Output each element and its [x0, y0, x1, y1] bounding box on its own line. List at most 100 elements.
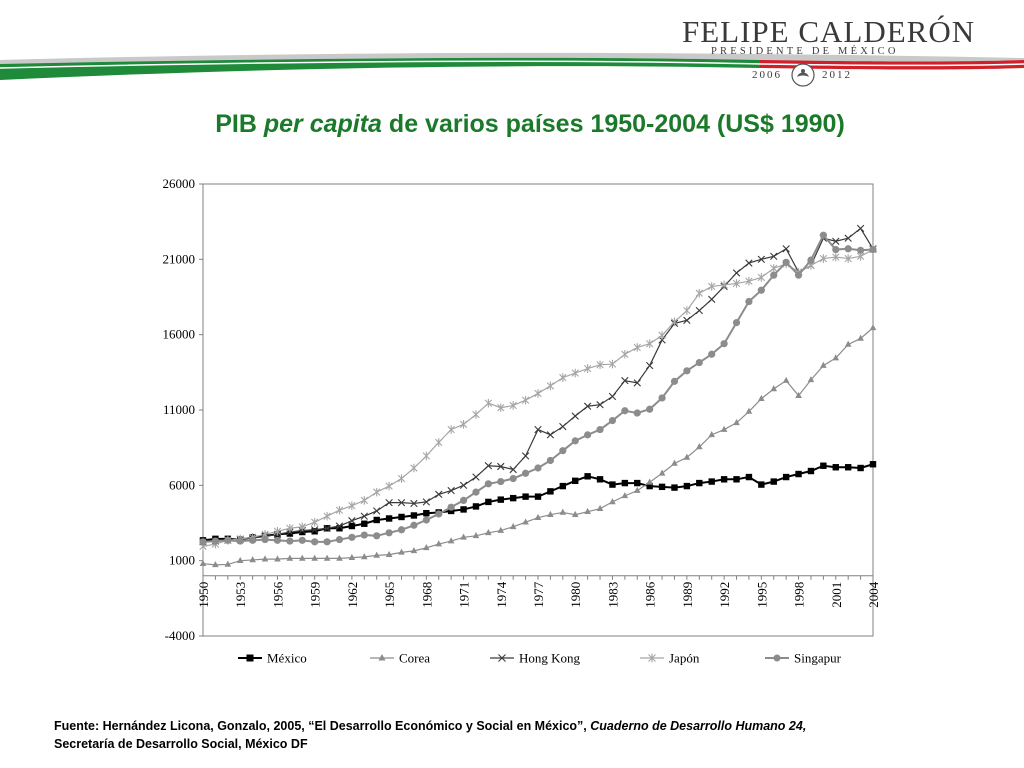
data-point-singapur [856, 246, 865, 254]
data-point-mexico [522, 493, 529, 500]
data-point-hong-kong [472, 473, 480, 481]
data-point-mexico [596, 476, 604, 483]
data-point-hong-kong [633, 379, 641, 387]
page-title: PIB per capita de varios países 1950-200… [0, 110, 1024, 139]
x-tick-label: 1956 [270, 581, 285, 608]
data-point-corea [869, 324, 877, 331]
data-point-corea [745, 407, 753, 414]
data-point-singapur [521, 469, 530, 477]
data-point-japon [645, 339, 654, 349]
x-tick-label: 1971 [457, 582, 472, 608]
data-point-corea [621, 492, 629, 499]
data-point-hong-kong [422, 498, 431, 506]
data-point-singapur [472, 488, 480, 496]
data-point-singapur [683, 367, 691, 375]
x-tick-label: 1977 [531, 581, 546, 608]
data-point-hong-kong [621, 376, 629, 385]
data-point-japon [670, 317, 679, 327]
data-point-japon [658, 331, 666, 340]
source-line2: Secretaría de Desarrollo Social, México … [54, 737, 308, 751]
data-point-singapur [273, 536, 282, 544]
data-point-hong-kong [360, 512, 368, 520]
data-point-hong-kong [596, 401, 604, 409]
data-point-mexico [559, 482, 567, 490]
data-point-mexico [534, 493, 542, 500]
data-point-mexico [671, 484, 678, 491]
legend-marker-japon [648, 653, 656, 663]
data-point-japon [819, 254, 828, 263]
data-point-mexico [745, 473, 753, 481]
data-point-singapur [794, 271, 803, 279]
data-point-japon [571, 368, 579, 378]
data-point-japon [583, 364, 592, 373]
data-point-japon [844, 254, 852, 263]
data-point-japon [385, 481, 393, 491]
data-point-singapur [410, 521, 418, 529]
data-point-japon [360, 496, 368, 505]
data-point-japon [298, 522, 306, 532]
data-point-corea [584, 507, 591, 514]
plot-frame [202, 183, 874, 637]
title-prefix: PIB [215, 110, 257, 138]
data-point-mexico [683, 482, 691, 490]
white-gap-line [0, 60, 1024, 69]
data-point-corea [559, 508, 567, 515]
data-point-singapur [484, 480, 492, 488]
data-point-singapur [720, 340, 728, 348]
data-point-hong-kong [397, 498, 406, 507]
data-point-singapur [385, 529, 393, 537]
legend-marker-hong-kong [498, 654, 506, 662]
data-point-mexico [299, 528, 306, 536]
data-point-hong-kong [844, 234, 852, 242]
data-point-corea [820, 361, 827, 368]
data-point-japon [732, 279, 741, 288]
data-point-singapur [869, 245, 877, 254]
data-point-japon [323, 511, 331, 521]
data-point-mexico [485, 498, 492, 506]
data-point-corea [460, 533, 467, 540]
data-point-singapur [373, 532, 381, 540]
data-point-corea [646, 478, 653, 485]
data-point-singapur [596, 425, 604, 434]
data-point-japon [559, 373, 567, 382]
data-point-singapur [311, 538, 319, 546]
data-point-singapur [832, 245, 840, 254]
data-point-corea [236, 556, 244, 563]
data-point-hong-kong [645, 361, 654, 370]
data-point-hong-kong [608, 392, 617, 401]
x-tick-label: 2001 [829, 582, 844, 608]
data-point-singapur [695, 358, 703, 367]
data-point-singapur [249, 536, 257, 544]
data-point-mexico [857, 464, 864, 472]
gdp-line-chart: -4000 1000 6000 11000 16000 21000 26000 1950 195… [163, 176, 882, 666]
data-point-corea [410, 547, 418, 554]
data-point-singapur [335, 535, 344, 544]
data-point-singapur [621, 407, 629, 415]
data-point-japon [335, 505, 344, 515]
data-point-hong-kong [757, 255, 766, 264]
data-point-singapur [199, 538, 207, 546]
legend-label-corea: Corea [399, 651, 430, 666]
data-point-singapur [298, 536, 306, 544]
legend-label-singapur: Singapur [794, 651, 842, 666]
data-point-singapur [534, 464, 542, 472]
data-point-mexico [733, 476, 740, 483]
data-point-mexico [311, 528, 318, 535]
data-point-mexico [646, 482, 653, 490]
logo-name: FELIPE CALDERÓN [682, 14, 976, 49]
data-point-singapur [670, 377, 679, 385]
data-point-mexico [398, 513, 405, 521]
data-point-japon [397, 474, 406, 483]
data-point-corea [832, 354, 840, 361]
data-point-corea [472, 532, 480, 539]
data-point-corea [286, 554, 294, 561]
data-point-mexico [584, 473, 591, 480]
data-point-mexico [869, 461, 877, 468]
data-point-japon [472, 410, 480, 419]
legend-marker-corea [378, 654, 386, 661]
data-point-corea [795, 391, 802, 398]
data-point-mexico [472, 503, 480, 510]
data-point-hong-kong [571, 412, 579, 420]
data-point-corea [348, 553, 356, 560]
data-point-mexico [547, 488, 554, 495]
